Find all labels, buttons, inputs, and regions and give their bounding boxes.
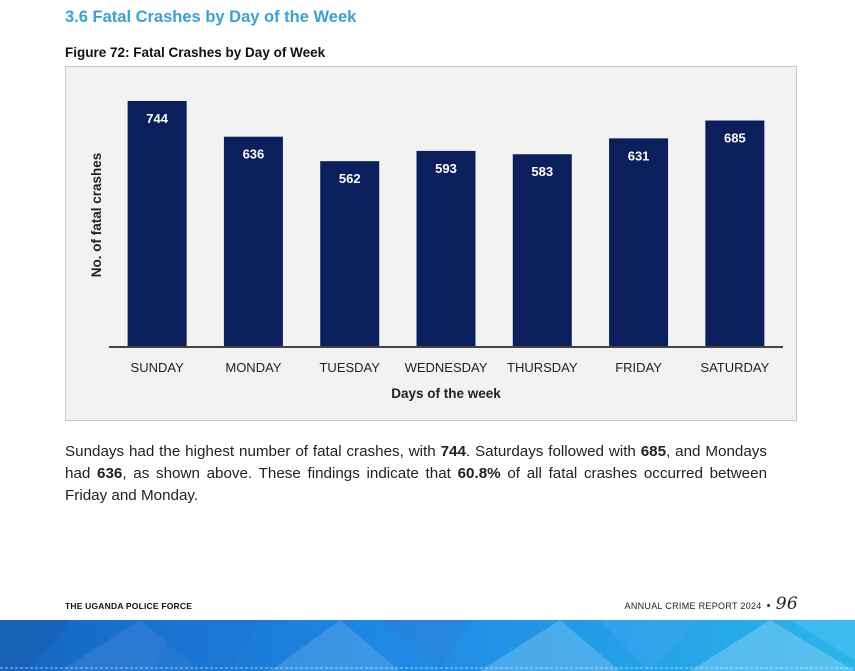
x-tick-label-friday: FRIDAY xyxy=(615,360,662,375)
x-tick-label-monday: MONDAY xyxy=(225,360,281,375)
footer-report: ANNUAL CRIME REPORT 2024 • 96 xyxy=(625,594,798,614)
bar-friday xyxy=(609,138,669,347)
x-tick-label-thursday: THURSDAY xyxy=(507,360,578,375)
footer-report-title: ANNUAL CRIME REPORT 2024 xyxy=(624,601,762,611)
data-label-wednesday: 593 xyxy=(435,161,457,176)
bar-monday xyxy=(223,136,283,347)
value-monday: 636 xyxy=(97,465,123,482)
chart-svg: 744 SUNDAY 636 MONDAY 562 TUESDAY 593 WEDNESDAY… xyxy=(89,101,783,401)
text-segment: . Saturdays followed with xyxy=(465,443,641,460)
x-axis-label: Days of the week xyxy=(391,386,501,401)
x-tick-label-wednesday: WEDNESDAY xyxy=(405,360,488,375)
data-label-tuesday: 562 xyxy=(339,171,361,186)
figure-caption: Figure 72: Fatal Crashes by Day of Week xyxy=(65,45,326,60)
banner-graphic xyxy=(0,620,855,671)
bar-tuesday xyxy=(320,161,380,347)
section-title: 3.6 Fatal Crashes by Day of the Week xyxy=(65,8,357,26)
footer-separator: • xyxy=(766,600,771,612)
body-paragraph: Sundays had the highest number of fatal … xyxy=(65,441,767,507)
x-tick-label-saturday: SATURDAY xyxy=(700,360,769,375)
bar-chart: 744 SUNDAY 636 MONDAY 562 TUESDAY 593 WEDNESDAY… xyxy=(65,66,797,421)
x-tick-label-sunday: SUNDAY xyxy=(131,360,185,375)
data-label-friday: 631 xyxy=(628,148,650,163)
text-segment: of all fatal crashes occurred between Fr… xyxy=(65,465,768,504)
page-number: 96 xyxy=(775,594,798,614)
bar-sunday xyxy=(127,101,187,347)
bar-wednesday xyxy=(416,150,476,347)
value-sunday: 744 xyxy=(440,443,466,460)
decorative-banner xyxy=(0,620,855,671)
bar-saturday xyxy=(705,120,765,348)
bar-thursday xyxy=(512,154,572,347)
text-segment: , and Mondays had xyxy=(65,443,767,482)
data-label-sunday: 744 xyxy=(146,111,168,126)
y-axis-label: No. of fatal crashes xyxy=(89,153,104,278)
footer-organization: THE UGANDA POLICE FORCE xyxy=(65,601,193,611)
data-label-saturday: 685 xyxy=(724,131,746,146)
data-label-thursday: 583 xyxy=(531,164,553,179)
text-segment: Sundays had the highest number of fatal … xyxy=(65,443,441,460)
text-segment: , as shown above. These findings indicat… xyxy=(122,465,458,482)
x-tick-label-tuesday: TUESDAY xyxy=(319,360,380,375)
value-percentage: 60.8% xyxy=(457,465,501,482)
data-label-monday: 636 xyxy=(243,147,265,162)
value-saturday: 685 xyxy=(640,443,667,460)
